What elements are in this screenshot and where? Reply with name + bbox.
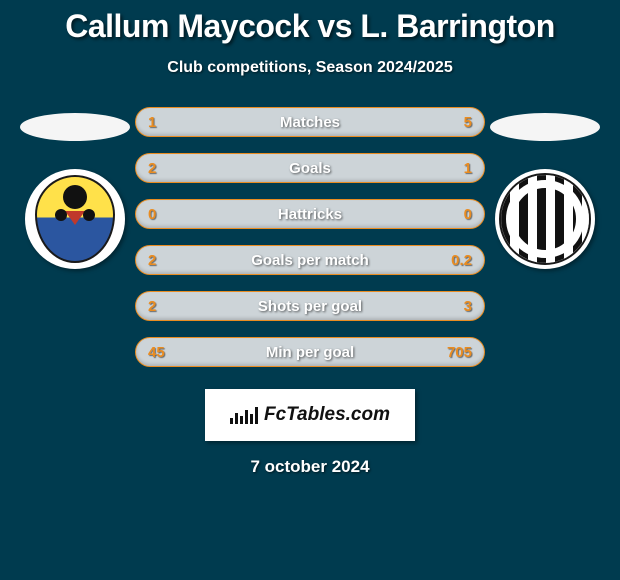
date-label: 7 october 2024 <box>0 457 620 477</box>
stats-list: 1Matches52Goals10Hattricks02Goals per ma… <box>135 107 485 367</box>
stat-value-right: 705 <box>444 344 472 361</box>
brand-label: FcTables.com <box>264 404 390 426</box>
stat-row: 2Goals per match0.2 <box>135 245 485 275</box>
stat-row: 2Shots per goal3 <box>135 291 485 321</box>
left-player-column <box>15 107 135 269</box>
club-crest-right <box>495 169 595 269</box>
stat-label: Min per goal <box>136 344 484 361</box>
branding-badge: FcTables.com <box>205 389 415 441</box>
stat-value-right: 0.2 <box>444 252 472 269</box>
stat-row: 2Goals1 <box>135 153 485 183</box>
page-title: Callum Maycock vs L. Barrington <box>0 0 620 45</box>
club-crest-left <box>25 169 125 269</box>
stat-value-right: 1 <box>444 160 472 177</box>
stat-label: Shots per goal <box>136 298 484 315</box>
stat-row: 0Hattricks0 <box>135 199 485 229</box>
subtitle: Club competitions, Season 2024/2025 <box>0 59 620 77</box>
right-player-column <box>485 107 605 269</box>
stat-label: Hattricks <box>136 206 484 223</box>
stat-row: 45Min per goal705 <box>135 337 485 367</box>
stat-value-right: 5 <box>444 114 472 131</box>
crest-graphic-right <box>499 173 591 265</box>
branding-text: FcTables.com <box>230 404 390 426</box>
stat-label: Goals <box>136 160 484 177</box>
crest-graphic-left <box>35 175 115 263</box>
stat-value-right: 3 <box>444 298 472 315</box>
brand-bars-icon <box>230 407 258 424</box>
player-silhouette-right <box>490 113 600 141</box>
stat-label: Goals per match <box>136 252 484 269</box>
player-silhouette-left <box>20 113 130 141</box>
stat-label: Matches <box>136 114 484 131</box>
comparison-panel: 1Matches52Goals10Hattricks02Goals per ma… <box>0 107 620 367</box>
stat-row: 1Matches5 <box>135 107 485 137</box>
stat-value-right: 0 <box>444 206 472 223</box>
